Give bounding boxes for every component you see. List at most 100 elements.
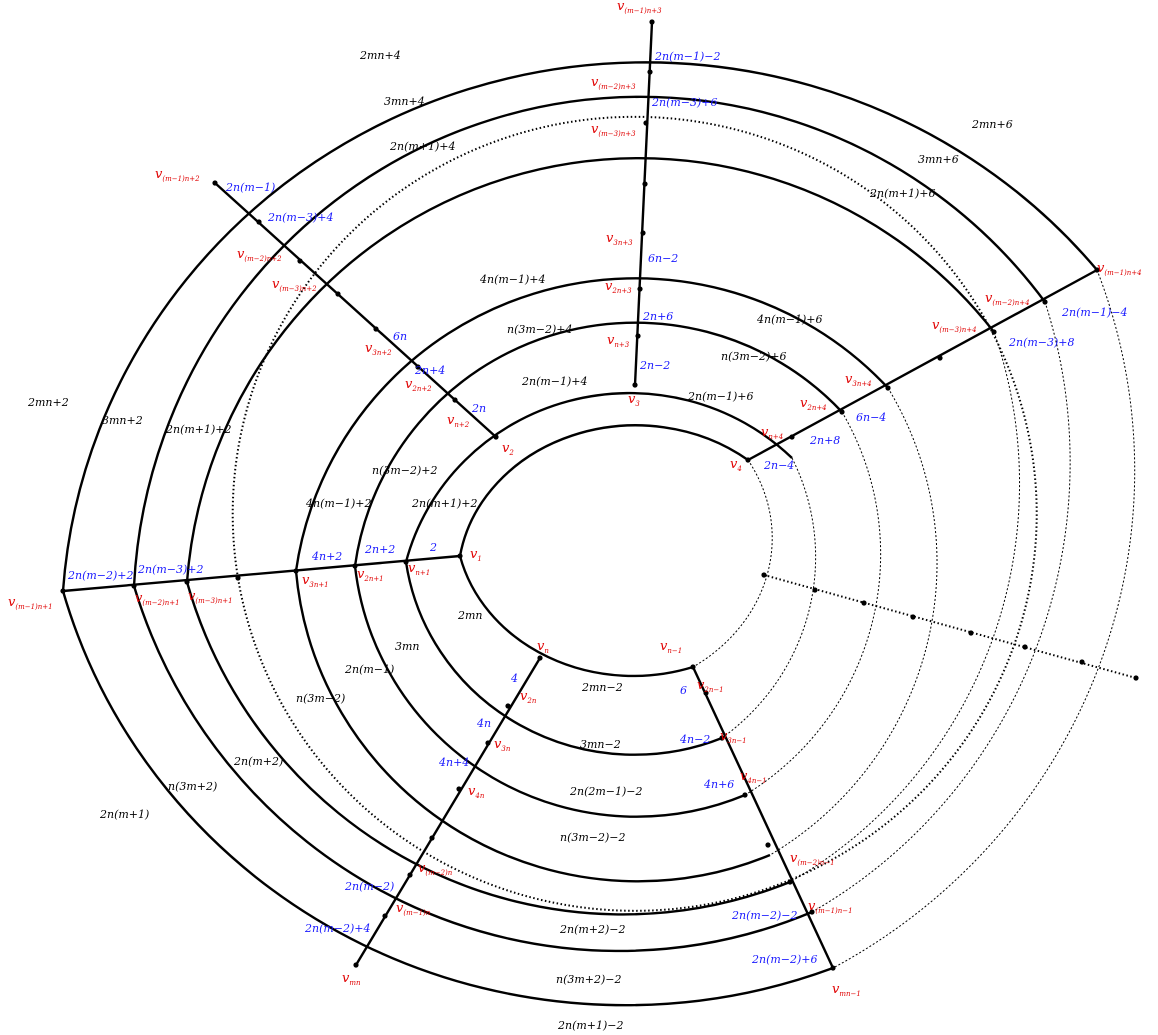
vertex-label: v2n+2 — [405, 377, 432, 393]
vertex-label: v(m−1)n−1 — [808, 899, 853, 915]
ring-6-solid — [185, 157, 995, 583]
vertex-label: v4n−1 — [740, 769, 767, 785]
vertex-dot — [745, 457, 751, 463]
vertex-label: vn+3 — [607, 333, 630, 349]
vertex-dots — [60, 19, 1139, 971]
vertex-label: v2 — [502, 441, 514, 457]
vertex-label: v(m−1)n+2 — [155, 167, 200, 183]
vertex-label: vn — [537, 639, 549, 655]
face-label: 2n(m+1) — [99, 808, 149, 821]
edge-label: 2n(m−1) — [225, 181, 275, 194]
edge-label: 2n — [471, 402, 486, 415]
vertex-label: v1 — [470, 547, 482, 563]
vertex-label: v2n+3 — [605, 279, 632, 295]
spoke-n-1 — [691, 666, 835, 969]
spoke-3 — [633, 21, 654, 386]
vertex-dot — [937, 355, 943, 361]
vertex-dot — [184, 579, 190, 585]
vertex-dot — [373, 326, 379, 332]
vertex-dot — [1133, 675, 1139, 681]
vertex-label: v2n+4 — [800, 396, 827, 412]
face-label: 3mn — [395, 640, 420, 653]
vertex-dot — [407, 872, 413, 878]
spokes — [62, 21, 1137, 969]
vertex-dot — [352, 563, 358, 569]
vertex-dot — [1079, 659, 1085, 665]
ring-2-dotted — [721, 457, 817, 739]
vertex-label: v2n−1 — [697, 678, 724, 694]
spoke-n — [354, 657, 542, 966]
ring-8-dotted — [832, 269, 1136, 969]
edge-label: 2n(m−1)−2 — [654, 50, 721, 63]
vertex-dot — [537, 655, 543, 661]
vertex-label: v(m−1)n — [396, 901, 431, 917]
edge-label: 2n−4 — [763, 459, 794, 472]
face-label: 4n(m−1)+2 — [305, 497, 372, 510]
vertex-dot — [293, 568, 299, 574]
face-label: 4n(m−1)+4 — [479, 273, 546, 286]
edge-label: 4n+2 — [311, 550, 342, 563]
face-label: n(3m+2) — [168, 780, 217, 793]
rings — [61, 61, 1136, 1007]
vertex-dot — [809, 909, 815, 915]
vertex-dot — [761, 572, 767, 578]
vertex-label: vmn−1 — [832, 982, 861, 998]
vertex-dot — [1022, 644, 1028, 650]
vertex-dot — [830, 965, 836, 971]
vertex-dot — [991, 329, 997, 335]
edge-labels: 2 2n+2 4n+2 2n(m−3)+22n(m−2)+2 2n 2n+4 6n 2n(m−… — [67, 50, 1128, 966]
vertex-label: v3n+4 — [845, 372, 872, 388]
ring-1-dotted — [692, 459, 773, 668]
vertex-dot — [457, 553, 463, 559]
edge-label: 4n+6 — [703, 778, 734, 791]
ring-3-dotted — [744, 411, 882, 796]
vertex-label: v(m−2)n+2 — [237, 247, 282, 263]
vertex-dot — [703, 690, 709, 696]
vertex-dot — [382, 913, 388, 919]
ring-2-solid-lower — [404, 561, 723, 756]
vertex-label: v3n+1 — [302, 573, 329, 589]
face-label: 2mn+4 — [359, 49, 401, 62]
face-label: n(3m−2)−2 — [560, 831, 626, 844]
edge-label: 2n(m−3)+8 — [1008, 336, 1075, 349]
vertex-dot — [690, 664, 696, 670]
face-label: 2n(m+1)+6 — [869, 187, 936, 200]
vertex-dot — [1094, 267, 1100, 273]
spoke-dotted — [763, 574, 1137, 679]
vertex-dot — [839, 409, 845, 415]
edge-label: 2n(m−2)+4 — [304, 922, 371, 935]
vertex-dot — [60, 588, 66, 594]
edge-label: 6n — [393, 330, 407, 343]
vertex-label: v(m−3)n+3 — [591, 122, 636, 138]
vertex-label: v(m−3)n+4 — [932, 318, 977, 334]
face-label: 2n(m+2) — [233, 755, 283, 768]
vertex-dot — [647, 69, 653, 75]
face-label: 2mn — [457, 609, 483, 622]
vertex-dot — [403, 559, 409, 565]
ring-4-solid — [294, 277, 889, 572]
vertex-dot — [861, 600, 867, 606]
face-label: 3mn+4 — [384, 95, 425, 108]
vertex-label: v3n — [494, 737, 511, 753]
face-label: 2n(m−1)+4 — [521, 375, 588, 388]
vertex-label: v3n+2 — [365, 341, 392, 357]
edge-label: 2n+4 — [414, 364, 445, 377]
ring-7-solid — [132, 95, 1046, 587]
vertex-label: v(m−3)n+2 — [272, 277, 317, 293]
face-label: 2n(m+1)+2 — [165, 423, 232, 436]
vertex-dot — [131, 583, 137, 589]
vertex-label: v3n+3 — [606, 231, 633, 247]
vertex-label: v(m−2)n−1 — [790, 851, 835, 867]
face-label: 3mn+6 — [918, 153, 959, 166]
ring-5-dotted-full — [231, 115, 1038, 912]
vertex-dot — [642, 181, 648, 187]
vertex-dot — [452, 397, 458, 403]
edge-label: 2n−2 — [639, 359, 670, 372]
vertex-dot — [787, 879, 793, 885]
face-label: 2n(m+2)−2 — [559, 923, 626, 936]
vertex-dot — [885, 385, 891, 391]
face-label: n(3m−2)+4 — [507, 323, 573, 336]
edge-label: 4n — [476, 717, 491, 730]
vertex-dot — [493, 434, 499, 440]
